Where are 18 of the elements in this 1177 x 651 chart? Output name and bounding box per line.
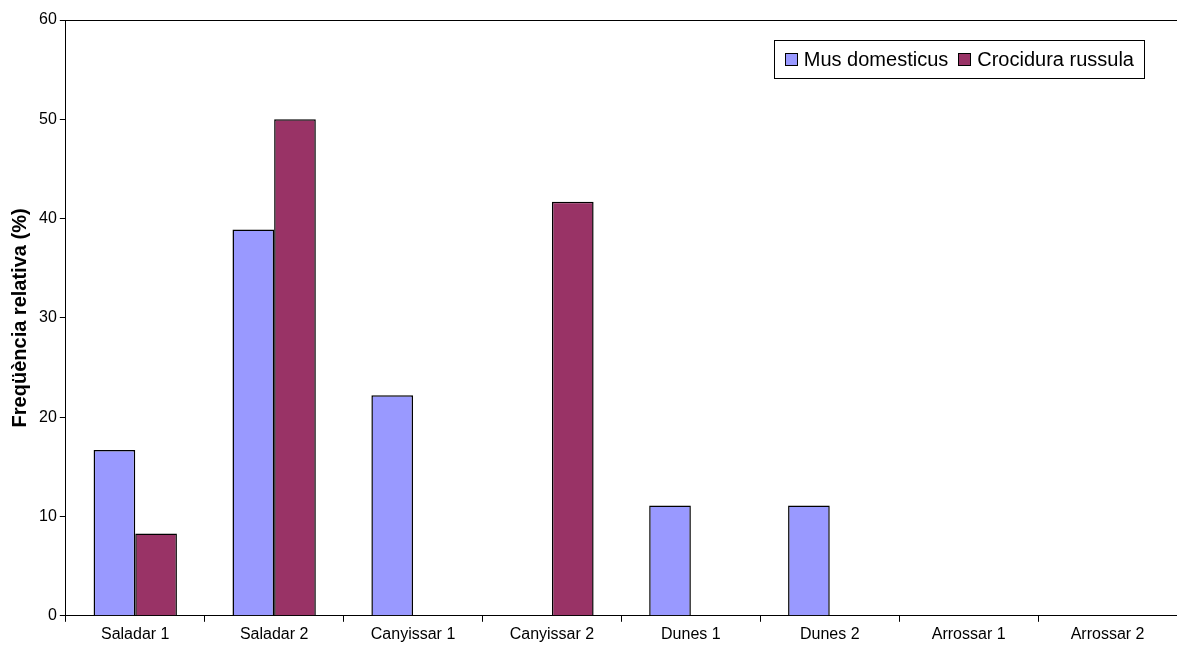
legend-label: Mus domesticus <box>803 48 949 71</box>
x-tick-label: Arrossar 2 <box>1070 624 1145 642</box>
y-tick-label: 60 <box>39 10 57 28</box>
x-tick-label: Canyissar 1 <box>370 624 456 642</box>
y-tick-label: 50 <box>39 109 57 127</box>
x-tick-label: Dunes 2 <box>799 624 860 642</box>
y-tick-label: 20 <box>39 407 57 425</box>
x-tick-label: Dunes 1 <box>661 624 721 642</box>
legend-label: Crocidura russula <box>977 48 1134 71</box>
x-tick-label: Saladar 2 <box>239 624 309 642</box>
x-tick-label: Arrossar 1 <box>931 624 1006 642</box>
x-tick-label: Saladar 1 <box>101 624 170 642</box>
y-tick-label: 10 <box>39 506 57 524</box>
y-tick-label: 0 <box>47 606 57 624</box>
y-tick-label: 30 <box>39 308 57 326</box>
y-tick-label: 40 <box>39 209 57 227</box>
x-tick-label: Canyissar 2 <box>509 624 595 642</box>
y-axis-title: Freqüència relativa (%) <box>7 208 30 428</box>
